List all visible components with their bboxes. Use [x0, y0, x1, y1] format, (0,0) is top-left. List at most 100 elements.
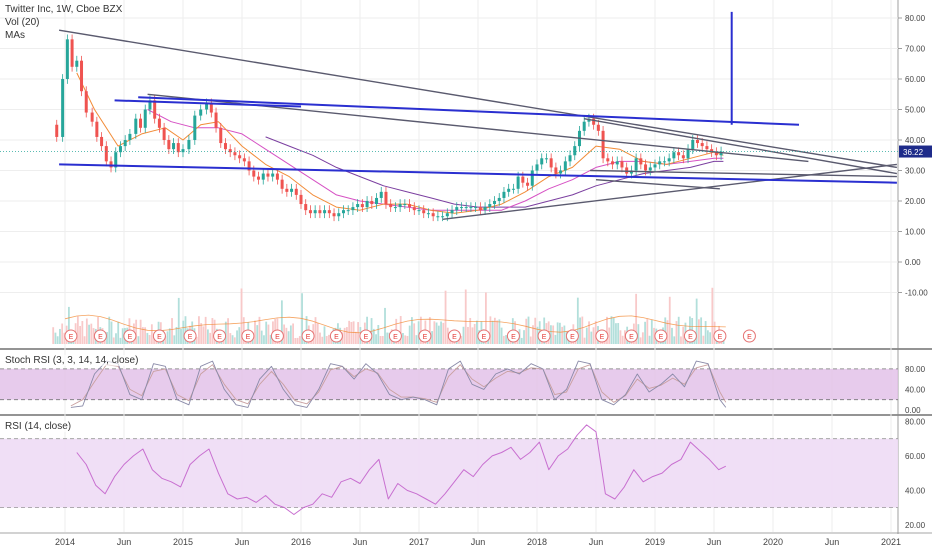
- volume-bar: [195, 336, 198, 344]
- earnings-marker[interactable]: [123, 329, 137, 343]
- earnings-marker[interactable]: [565, 329, 579, 343]
- volume-bar: [702, 335, 705, 344]
- volume-bar: [294, 337, 297, 344]
- stoch-rsi-label[interactable]: Stoch RSI (3, 3, 14, 14, close): [5, 355, 139, 366]
- volume-bar: [624, 330, 626, 344]
- volume-bar: [137, 336, 140, 344]
- earnings-marker[interactable]: [418, 329, 432, 343]
- earnings-marker[interactable]: [301, 329, 315, 343]
- volume-bar: [206, 329, 209, 344]
- candle-body: [172, 143, 176, 150]
- candle-body: [511, 188, 515, 190]
- volume-bar: [552, 325, 555, 344]
- volume-bar: [227, 318, 229, 344]
- candle-body: [332, 213, 336, 217]
- candle-body: [266, 173, 270, 177]
- trendline-blue: [114, 99, 302, 108]
- earnings-marker[interactable]: [654, 329, 668, 343]
- candle-body: [662, 161, 666, 163]
- ma-legend[interactable]: MAs: [5, 30, 25, 41]
- earnings-marker[interactable]: [537, 329, 551, 343]
- volume-bar: [650, 319, 653, 344]
- volume-bar: [280, 300, 283, 344]
- x-tick-label: 2016: [291, 537, 311, 547]
- volume-bar: [258, 316, 261, 344]
- volume-bar: [283, 324, 286, 344]
- volume-bar: [224, 321, 227, 344]
- volume-bar: [644, 321, 646, 344]
- candle-body: [285, 188, 289, 192]
- volume-bar: [428, 317, 431, 344]
- volume-bar: [83, 336, 86, 344]
- earnings-marker[interactable]: [477, 329, 491, 343]
- earnings-marker[interactable]: [447, 329, 461, 343]
- volume-bar: [706, 330, 709, 344]
- volume-bar: [411, 317, 413, 344]
- earnings-marker[interactable]: [713, 329, 727, 343]
- earnings-marker-label: E: [511, 334, 516, 341]
- earnings-marker[interactable]: [388, 329, 402, 343]
- candle-body: [450, 210, 454, 214]
- last-price-tag: [899, 145, 932, 158]
- candle-body: [242, 158, 246, 162]
- candle-body: [582, 121, 586, 131]
- candle-body: [176, 143, 180, 153]
- candle-body: [497, 197, 501, 201]
- earnings-marker[interactable]: [270, 329, 284, 343]
- volume-bar: [612, 317, 615, 344]
- rsi-label[interactable]: RSI (14, close): [5, 421, 72, 432]
- candle-body: [128, 133, 132, 140]
- earnings-marker[interactable]: [93, 329, 107, 343]
- earnings-marker[interactable]: [624, 329, 638, 343]
- volume-bar: [269, 334, 272, 344]
- volume-bar: [144, 327, 147, 344]
- earnings-marker[interactable]: [183, 329, 197, 343]
- candle-body: [426, 213, 430, 215]
- volume-legend[interactable]: Vol (20): [5, 17, 40, 28]
- candle-body: [464, 207, 468, 209]
- earnings-marker[interactable]: [241, 329, 255, 343]
- candle-body: [337, 213, 341, 217]
- earnings-marker[interactable]: [506, 329, 520, 343]
- candle-body: [167, 140, 171, 150]
- candle-body: [299, 194, 303, 205]
- volume-bar: [150, 324, 153, 344]
- candle-body: [431, 213, 435, 217]
- earnings-marker[interactable]: [742, 329, 756, 343]
- candle-body: [238, 155, 242, 159]
- volume-bar: [680, 336, 682, 344]
- candle-body: [544, 158, 548, 160]
- volume-bar: [90, 323, 93, 344]
- candle-body: [592, 118, 596, 125]
- volume-bar: [164, 336, 167, 344]
- candle-body: [535, 164, 539, 171]
- x-tick-label: Jun: [353, 537, 368, 547]
- volume-bar: [168, 328, 171, 344]
- earnings-marker[interactable]: [683, 329, 697, 343]
- earnings-marker[interactable]: [213, 329, 227, 343]
- x-tick-label: 2018: [527, 537, 547, 547]
- earnings-marker-label: E: [364, 334, 369, 341]
- earnings-marker[interactable]: [152, 329, 166, 343]
- candle-body: [384, 191, 388, 205]
- earnings-marker[interactable]: [595, 329, 609, 343]
- earnings-marker[interactable]: [359, 329, 373, 343]
- earnings-marker-label: E: [275, 334, 280, 341]
- stoch-band: [0, 368, 898, 400]
- symbol-title[interactable]: Twitter Inc, 1W, Cboe BZX: [5, 4, 123, 15]
- candle-body: [389, 204, 393, 208]
- earnings-marker-label: E: [718, 334, 723, 341]
- candle-body: [228, 149, 232, 153]
- candle-body: [114, 152, 118, 168]
- candle-body: [530, 170, 534, 186]
- earnings-marker[interactable]: [64, 329, 78, 343]
- rsi-y-tick-label: 80.00: [905, 417, 926, 426]
- volume-bar: [180, 328, 182, 344]
- candle-body: [488, 204, 492, 208]
- earnings-marker[interactable]: [329, 329, 343, 343]
- candle-body: [408, 204, 412, 208]
- candle-body: [596, 124, 600, 131]
- volume-bar: [171, 318, 173, 344]
